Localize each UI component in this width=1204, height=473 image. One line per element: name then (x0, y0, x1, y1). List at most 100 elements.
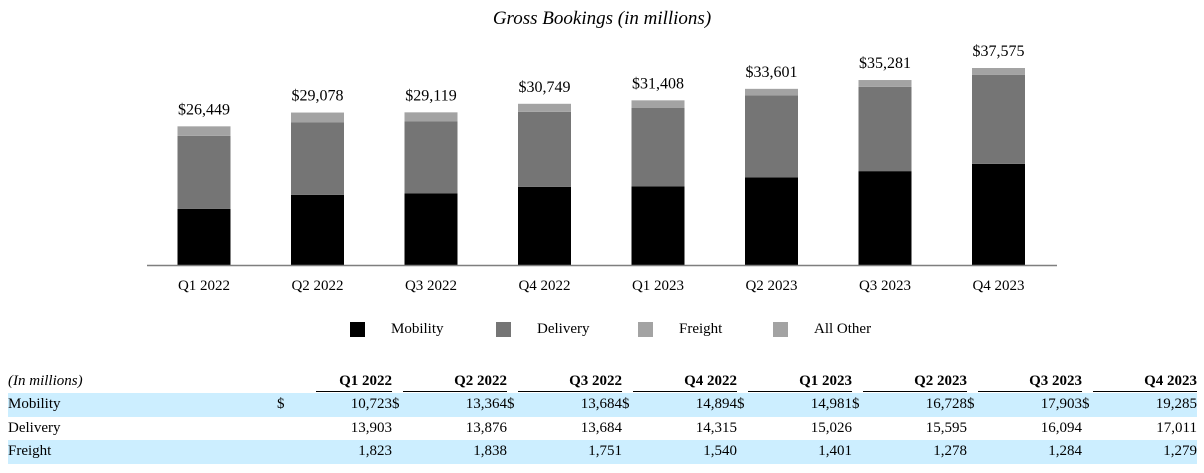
table-value-cell: 1,401 (818, 443, 852, 460)
bar-freight-q1-2022 (177, 126, 231, 136)
table-currency-cell: $ (507, 396, 515, 413)
table-currency-cell: $ (852, 396, 860, 413)
bar-delivery-q3-2023 (858, 86, 912, 172)
table-currency-cell (967, 417, 988, 441)
table-col-header: Q2 2023 (852, 369, 967, 393)
table-value-cell: 13,684 (580, 396, 622, 413)
table-col-header-label: Q4 2022 (633, 371, 737, 392)
bar-delivery-q2-2022 (291, 122, 344, 195)
table-currency-cell (1082, 440, 1103, 464)
table-col-header: Q3 2022 (507, 369, 622, 393)
table-currency-cell: $ (1082, 396, 1090, 413)
table-currency-cell (737, 440, 758, 464)
x-tick-q4-2022: Q4 2022 (518, 278, 570, 294)
table-currency-cell (852, 440, 873, 464)
x-tick-q2-2022: Q2 2022 (291, 278, 343, 294)
legend-label-delivery: Delivery (537, 320, 590, 337)
total-label-q3-2023: $35,281 (859, 55, 911, 72)
table-currency-cell (392, 417, 413, 441)
gross-bookings-chart: Gross Bookings (in millions) $26,449 Q1 2… (0, 8, 1204, 339)
bar-mobility-q4-2022 (518, 186, 571, 265)
legend-item-delivery: Delivery (496, 319, 589, 339)
table-currency-cell (507, 417, 528, 441)
bar-delivery-q4-2022 (518, 111, 571, 187)
table-value-cell: 17,903 (1040, 396, 1082, 413)
table-currency-cell: $ (622, 396, 630, 413)
table-col-header-label: Q1 2022 (316, 371, 392, 392)
legend-swatch-all-other (773, 321, 788, 337)
legend-label-all-other: All Other (814, 320, 872, 337)
x-tick-q4-2023: Q4 2023 (972, 278, 1024, 294)
table-value-cell: 1,278 (933, 443, 967, 460)
bar-delivery-q1-2022 (177, 135, 231, 209)
bar-mobility-q2-2022 (291, 194, 344, 265)
table-col-header-label: Q3 2022 (518, 371, 622, 392)
x-tick-q1-2023: Q1 2023 (632, 278, 684, 294)
table-col-header: Q1 2022 (277, 369, 392, 393)
bar-mobility-q3-2023 (858, 171, 912, 265)
bar-mobility-q3-2022 (404, 193, 458, 265)
table-col-header-label: Q3 2023 (978, 371, 1082, 392)
table-currency-cell (967, 440, 988, 464)
table-value-cell: 17,011 (1156, 419, 1197, 436)
table-col-header: Q1 2023 (737, 369, 852, 393)
bar-delivery-q1-2023 (631, 107, 685, 187)
legend-item-all-other: All Other (773, 319, 871, 339)
table-value-cell: 15,026 (810, 419, 852, 436)
table-currency-cell (277, 417, 298, 441)
table-col-header: Q4 2022 (622, 369, 737, 393)
total-label-q4-2022: $30,749 (519, 79, 571, 96)
table-value-cell: 16,094 (1040, 419, 1082, 436)
table-row: Delivery 13,903 13,876 13,684 14,315 15,026 15… (8, 417, 1197, 441)
bar-delivery-q3-2022 (404, 121, 458, 194)
table-currency-cell (507, 440, 528, 464)
table-value-cell: 14,894 (695, 396, 737, 413)
chart-plot: $26,449 Q1 2022 $29,078 Q2 2022 $29,119 Q3 20… (147, 43, 1057, 294)
bar-freight-q3-2023 (858, 80, 912, 87)
table-col-header: Q3 2023 (967, 369, 1082, 393)
legend-label-freight: Freight (679, 320, 723, 337)
legend-swatch-mobility (350, 321, 365, 337)
table-row: Freight 1,823 1,838 1,751 1,540 1,401 1,278 1,2… (8, 440, 1197, 464)
table-value-cell: 14,315 (695, 419, 737, 436)
table-value-cell: 1,823 (358, 443, 392, 460)
total-label-q1-2022: $26,449 (178, 101, 230, 118)
chart-legend: Mobility Delivery Freight All Other (0, 319, 1204, 339)
table-value-cell: 13,684 (580, 419, 622, 436)
x-tick-q1-2022: Q1 2022 (178, 278, 230, 294)
table-currency-cell (622, 417, 643, 441)
bar-freight-q4-2022 (518, 103, 571, 112)
table-value-cell: 1,838 (473, 443, 507, 460)
table-row-label: Freight (8, 443, 52, 460)
chart-title: Gross Bookings (in millions) (492, 8, 712, 29)
x-tick-q2-2023: Q2 2023 (745, 278, 797, 294)
table-row-label: Delivery (8, 419, 61, 436)
table-value-cell: 19,285 (1155, 396, 1197, 413)
table-currency-cell: $ (967, 396, 975, 413)
table-col-header-label: Q1 2023 (748, 371, 852, 392)
table-currency-cell: $ (277, 396, 285, 413)
table-currency-cell (1082, 417, 1103, 441)
table-value-cell: 1,284 (1048, 443, 1082, 460)
x-tick-q3-2023: Q3 2023 (859, 278, 911, 294)
table-currency-cell: $ (737, 396, 745, 413)
legend-item-mobility: Mobility (350, 319, 444, 339)
total-label-q2-2022: $29,078 (292, 88, 344, 105)
table-currency-cell (852, 417, 873, 441)
table-currency-cell (622, 440, 643, 464)
total-label-q2-2023: $33,601 (746, 64, 798, 81)
gross-bookings-table: (In millions) Q1 2022 Q2 2022 Q3 2022 Q4 20… (8, 369, 1197, 464)
table-col-header: Q2 2022 (392, 369, 507, 393)
table-col-header-label: Q2 2023 (863, 371, 967, 392)
table-header-row: (In millions) Q1 2022 Q2 2022 Q3 2022 Q4 20… (8, 369, 1197, 393)
table-value-cell: 1,540 (703, 443, 737, 460)
table-currency-cell (277, 440, 298, 464)
legend-swatch-freight (638, 321, 653, 337)
table-col-header-label: Q2 2022 (403, 371, 507, 392)
bar-delivery-q2-2023 (745, 95, 798, 178)
bar-freight-q3-2022 (404, 112, 458, 122)
table-value-cell: 1,751 (588, 443, 622, 460)
table-value-cell: 16,728 (925, 396, 967, 413)
bar-mobility-q1-2023 (631, 186, 685, 265)
table-value-cell: 1,279 (1163, 443, 1197, 460)
